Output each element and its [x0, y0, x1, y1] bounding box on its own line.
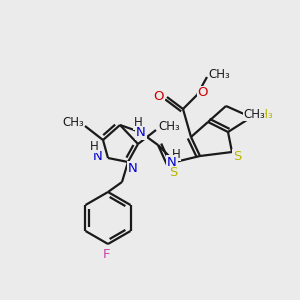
Text: CH₃: CH₃ — [243, 107, 265, 121]
Text: O: O — [198, 86, 208, 100]
Text: S: S — [233, 149, 241, 163]
Text: N: N — [136, 127, 146, 140]
Text: N: N — [128, 161, 138, 175]
Text: CH₃: CH₃ — [158, 121, 180, 134]
Text: S: S — [169, 167, 177, 179]
Text: CH₃: CH₃ — [208, 68, 230, 80]
Text: CH₃: CH₃ — [62, 116, 84, 128]
Text: H: H — [134, 116, 142, 130]
Text: H: H — [172, 148, 180, 160]
Text: CH₃: CH₃ — [251, 107, 273, 121]
Text: F: F — [102, 248, 110, 262]
Text: N: N — [167, 155, 177, 169]
Text: N: N — [93, 149, 103, 163]
Text: O: O — [154, 91, 164, 103]
Text: H: H — [90, 140, 98, 152]
